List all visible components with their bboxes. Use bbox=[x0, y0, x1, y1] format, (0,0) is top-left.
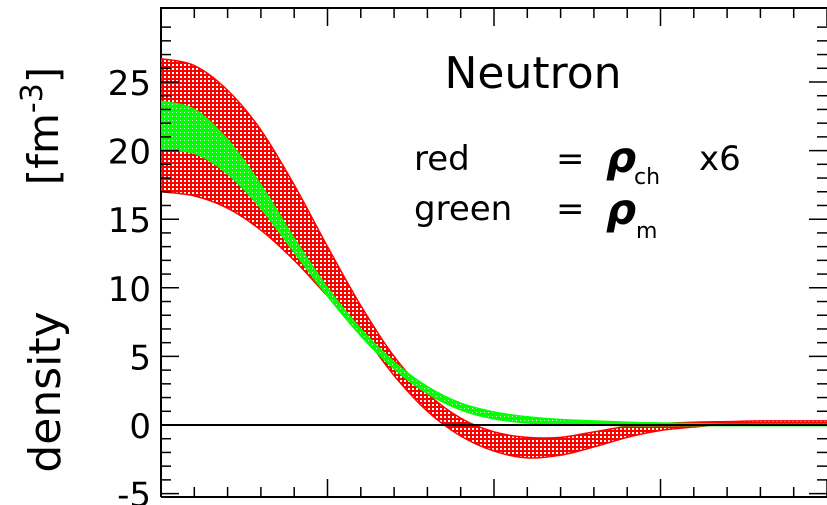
legend-red-rho: ρ bbox=[606, 133, 636, 182]
legend-red: red = ρ ch x6 bbox=[414, 133, 741, 190]
legend-green: green = ρ m bbox=[414, 185, 657, 244]
chart-title: Neutron bbox=[444, 48, 621, 99]
y-tick-label: 20 bbox=[108, 133, 151, 173]
legend-red-factor: x6 bbox=[699, 139, 741, 179]
svg-text:[fm-3]: [fm-3] bbox=[15, 67, 68, 185]
y-unit-label: [fm-3] bbox=[15, 67, 68, 185]
legend-green-sub: m bbox=[636, 219, 657, 244]
y-unit-base: [fm bbox=[19, 113, 68, 185]
legend-red-label: red bbox=[414, 139, 470, 179]
legend-red-eq: = bbox=[556, 139, 585, 179]
legend-green-label: green bbox=[414, 189, 512, 229]
y-axis-label: density bbox=[20, 311, 71, 472]
legend-green-rho: ρ bbox=[606, 185, 636, 234]
y-unit-close: ] bbox=[19, 67, 68, 83]
y-tick-label: 25 bbox=[108, 64, 151, 104]
red-band bbox=[161, 57, 827, 459]
legend-green-eq: = bbox=[556, 189, 585, 229]
green-band bbox=[161, 100, 827, 427]
y-tick-label: 10 bbox=[108, 270, 151, 310]
y-tick-label: 5 bbox=[129, 338, 151, 378]
bands bbox=[161, 57, 827, 459]
y-tick-label: -5 bbox=[117, 476, 151, 505]
legend-red-sub: ch bbox=[634, 165, 660, 190]
y-unit-exponent: -3 bbox=[15, 83, 50, 113]
y-tick-label: 0 bbox=[129, 407, 151, 447]
ticks: -5 0 5 10 15 20 25 bbox=[108, 8, 827, 505]
y-tick-label: 15 bbox=[108, 201, 151, 241]
